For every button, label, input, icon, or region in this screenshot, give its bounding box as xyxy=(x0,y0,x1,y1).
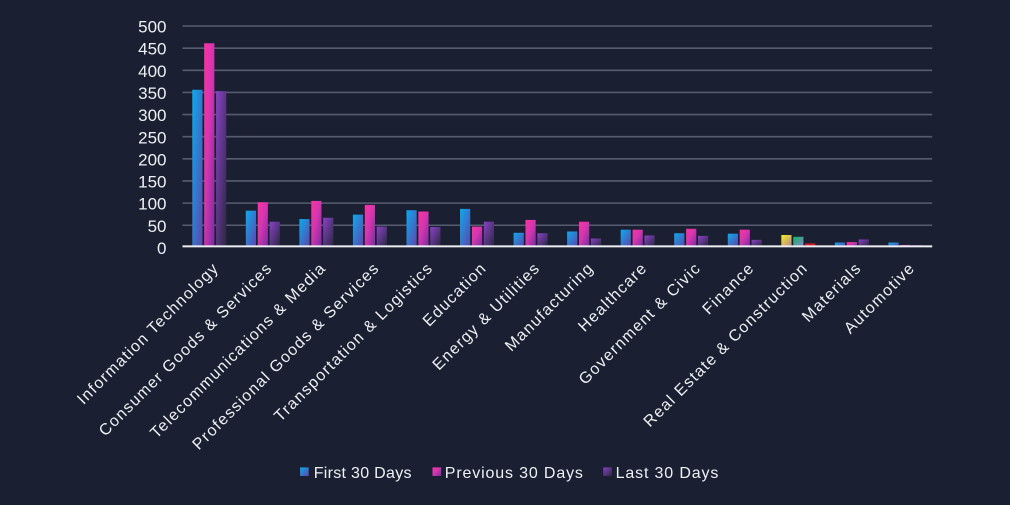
svg-text:200: 200 xyxy=(138,150,166,169)
svg-text:350: 350 xyxy=(138,84,166,103)
svg-text:100: 100 xyxy=(138,195,166,214)
svg-text:0: 0 xyxy=(157,239,166,258)
svg-text:450: 450 xyxy=(138,40,166,59)
svg-text:500: 500 xyxy=(138,18,166,37)
svg-text:250: 250 xyxy=(138,128,166,147)
svg-text:400: 400 xyxy=(138,62,166,81)
svg-text:50: 50 xyxy=(148,217,167,236)
svg-text:300: 300 xyxy=(138,106,166,125)
svg-text:First 30 Days: First 30 Days xyxy=(314,465,412,482)
svg-text:Previous 30 Days: Previous 30 Days xyxy=(445,465,584,482)
svg-text:150: 150 xyxy=(138,173,166,192)
svg-text:Last 30 Days: Last 30 Days xyxy=(616,465,720,482)
